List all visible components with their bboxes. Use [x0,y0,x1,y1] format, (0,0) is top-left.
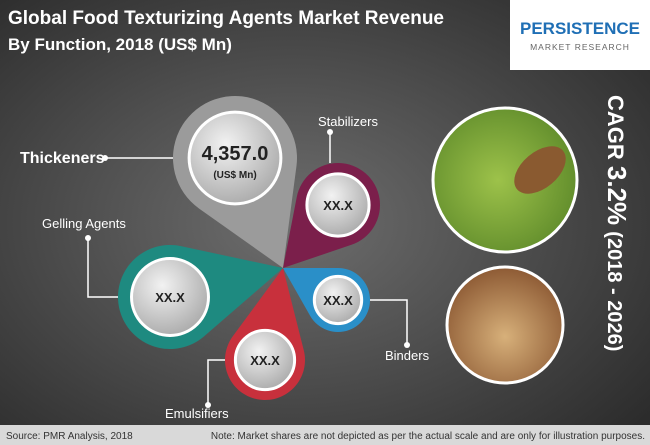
segment-label: Binders [385,348,430,363]
cagr-period: (2018 - 2026) [603,231,625,351]
connector-dot [102,155,108,161]
segment-unit: (US$ Mn) [213,170,256,181]
brown-powder-image [445,265,565,385]
cagr-value: 3.2% [602,166,632,225]
petal-inner [130,257,210,337]
logo-name: PERSISTENCE [520,19,640,38]
cagr: CAGR 3.2% (2018 - 2026) [602,95,632,351]
connector-dot [85,235,91,241]
subtitle: By Function, 2018 (US$ Mn) [8,35,232,54]
segment-value: 4,357.0 [202,143,269,165]
segment-value: XX.X [323,198,353,213]
segment-value: XX.X [250,353,280,368]
scoop [514,146,566,194]
segment-label: Thickeners [20,150,105,167]
petal-inner [305,172,371,238]
segment-label: Stabilizers [318,114,378,129]
cagr-label: CAGR [603,95,628,160]
segment-label: Emulsifiers [165,406,229,421]
petal-inner [312,274,364,326]
connector [207,359,225,405]
logo-box [510,0,650,70]
connector-dot [327,129,333,135]
segment-label: Gelling Agents [42,216,126,231]
petal-inner [187,110,283,206]
source: Source: PMR Analysis, 2018 [6,431,133,442]
logo-tagline: MARKET RESEARCH [530,42,630,52]
note: Note: Market shares are not depicted as … [211,431,645,442]
green-powder-image [431,106,579,254]
petal-inner [233,328,297,392]
connector-dot [404,342,410,348]
connector [370,299,408,345]
segment-value: XX.X [323,293,353,308]
segment-value: XX.X [155,290,185,305]
footer-bar [0,425,650,445]
title: Global Food Texturizing Agents Market Re… [8,8,444,29]
connector-dot [205,402,211,408]
connector [87,238,118,298]
